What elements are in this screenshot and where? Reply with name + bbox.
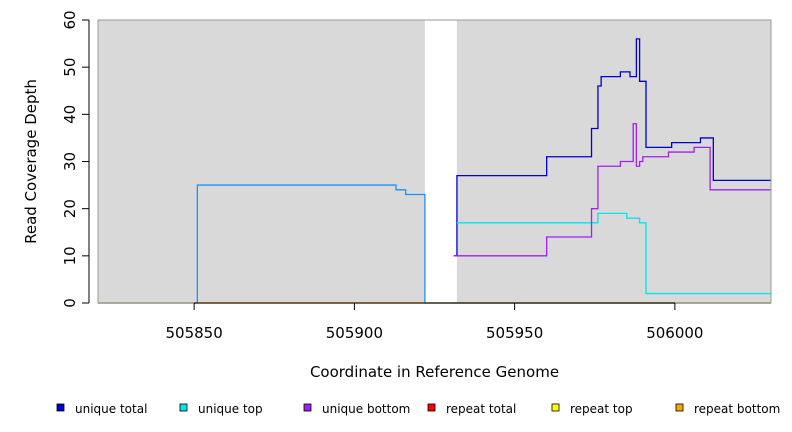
y-tick-label: 10: [61, 246, 79, 265]
x-tick-label: 506000: [646, 324, 703, 342]
legend-label-unique-top: unique top: [198, 402, 263, 416]
y-axis-title: Read Coverage Depth: [22, 79, 40, 244]
legend-swatch-unique-top: [179, 403, 188, 412]
axis-layer: 505850 505900 505950 506000 0 10 20 30 40 50 60: [61, 10, 703, 342]
coverage-gap: [424, 20, 457, 303]
legend-label-repeat-top: repeat top: [570, 402, 633, 416]
legend-swatch-repeat-total: [427, 403, 436, 412]
x-tick-label: 505850: [166, 324, 223, 342]
legend-swatch-unique-bottom: [303, 403, 312, 412]
legend-swatch-repeat-bottom: [675, 403, 684, 412]
x-tick-label: 505950: [486, 324, 543, 342]
legend-label-repeat-total: repeat total: [446, 402, 516, 416]
legend: unique total unique top unique bottom repea…: [56, 402, 780, 416]
y-tick-label: 40: [61, 105, 79, 124]
y-tick-label: 0: [61, 298, 79, 308]
x-tick-label: 505900: [326, 324, 383, 342]
series-line-coverage: [98, 184, 771, 304]
legend-swatch-unique-total: [56, 403, 65, 412]
legend-label-unique-total: unique total: [75, 402, 147, 416]
series-line-unique-top: [456, 212, 771, 295]
coverage-gap-layer: [424, 20, 457, 303]
series-line-unique-bottom: [453, 123, 771, 257]
y-tick-label: 50: [61, 58, 79, 77]
y-tick-label: 30: [61, 152, 79, 171]
legend-swatch-repeat-top: [551, 403, 560, 412]
legend-label-repeat-bottom: repeat bottom: [694, 402, 780, 416]
y-tick-label: 20: [61, 199, 79, 218]
x-axis-title: Coordinate in Reference Genome: [310, 363, 559, 381]
series-line-unique-total: [453, 38, 771, 257]
y-tick-label: 60: [61, 10, 79, 29]
legend-label-unique-bottom: unique bottom: [322, 402, 410, 416]
